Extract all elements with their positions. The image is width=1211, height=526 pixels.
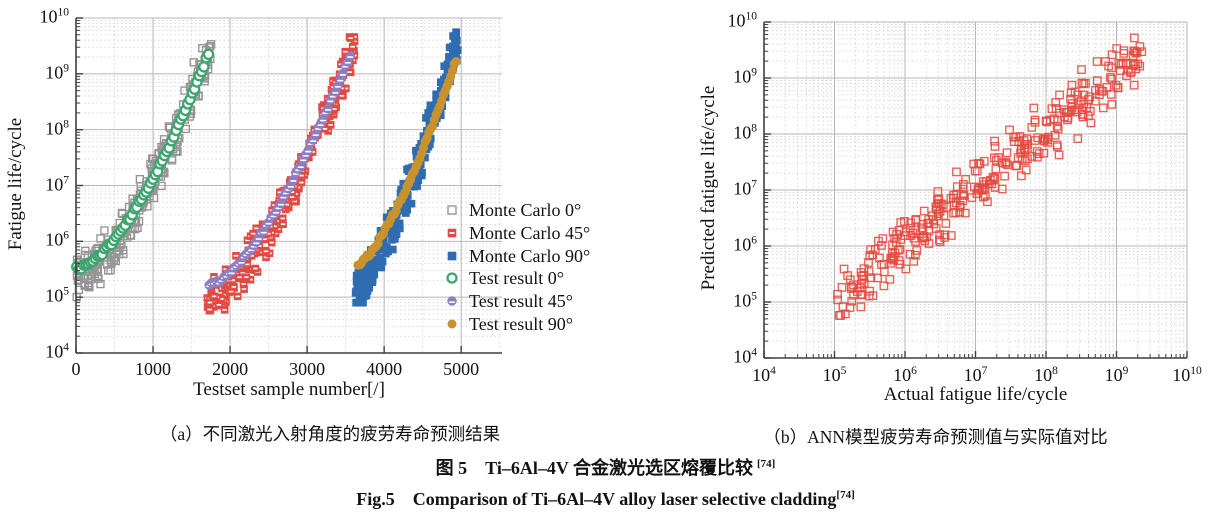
x-tick-label: 4000 <box>366 359 403 379</box>
legend-item: Monte Carlo 90° <box>444 244 590 267</box>
legend-marker-icon <box>447 205 457 216</box>
legend-label: Test result 90° <box>469 313 573 334</box>
x-tick-label: 5000 <box>443 359 480 379</box>
plot-canvas <box>763 21 1188 359</box>
y-tick-label: 106 <box>733 234 757 255</box>
x-tick-label: 108 <box>1034 365 1058 385</box>
y-tick-label: 109 <box>733 66 757 87</box>
x-axis-title: Testset sample number[/] <box>193 379 385 400</box>
y-tick-label: 104 <box>45 341 69 362</box>
x-tick-label: 104 <box>752 365 776 385</box>
x-tick-label: 106 <box>893 365 917 385</box>
legend-item: Monte Carlo 0° <box>444 199 590 222</box>
legend-marker-icon <box>447 228 457 238</box>
x-tick-label: 2000 <box>212 359 249 379</box>
x-tick-label: 0 <box>71 359 81 379</box>
legend-label: Monte Carlo 90° <box>469 245 591 266</box>
y-tick-label: 106 <box>45 229 69 250</box>
legend-marker-icon <box>446 272 458 285</box>
legend-label: Monte Carlo 0° <box>469 200 582 221</box>
plot-canvas <box>71 17 502 354</box>
y-tick-label: 108 <box>733 122 757 143</box>
chart-panel-a: Fatigue life/cycle Testset sample number… <box>0 0 660 452</box>
legend-label: Monte Carlo 45° <box>469 223 591 244</box>
legend-marker-icon <box>447 251 457 261</box>
y-tick-label: 105 <box>733 290 757 311</box>
x-tick-label: 109 <box>1104 365 1129 385</box>
x-tick-label: 105 <box>822 365 847 385</box>
chart-panel-b: Predicted fatigue life/cycle Actual fati… <box>698 0 1211 452</box>
legend-item: Test result 0° <box>444 267 590 290</box>
legend-marker-icon <box>447 319 457 329</box>
legend-label: Test result 0° <box>469 268 564 289</box>
legend-marker-icon <box>447 296 457 306</box>
legend-item: Test result 90° <box>444 312 590 335</box>
legend: Monte Carlo 0° Monte Carlo 45° Monte Carlo… <box>444 199 590 335</box>
y-tick-label: 105 <box>45 285 69 306</box>
x-tick-label: 1000 <box>135 359 172 379</box>
y-tick-label: 108 <box>45 118 69 139</box>
legend-item: Monte Carlo 45° <box>444 222 590 245</box>
figure-caption-cn: 图 5 Ti–6Al–4V 合金激光选区熔覆比较 [74] <box>0 456 1211 480</box>
y-tick-label: 109 <box>45 62 69 83</box>
legend-item: Test result 45° <box>444 290 590 313</box>
x-tick-label: 3000 <box>289 359 326 379</box>
panel-caption-a: （a）不同激光入射角度的疲劳寿命预测结果 <box>159 424 501 444</box>
y-tick-label: 1010 <box>727 10 758 31</box>
reference-superscript: [74] <box>836 489 855 501</box>
y-tick-label: 104 <box>733 346 757 367</box>
y-tick-label: 1010 <box>39 6 70 27</box>
y-tick-label: 107 <box>733 178 757 199</box>
figure-caption-cn-text: 图 5 Ti–6Al–4V 合金激光选区熔覆比较 <box>435 458 754 478</box>
panel-caption-b: （b）ANN模型疲劳寿命预测值与实际值对比 <box>763 427 1108 447</box>
figure-caption-en: Fig.5 Comparison of Ti–6Al–4V alloy lase… <box>0 487 1211 511</box>
reference-superscript: [74] <box>757 458 776 470</box>
x-tick-label: 1010 <box>1172 365 1202 385</box>
x-tick-label: 107 <box>963 365 988 385</box>
legend-label: Test result 45° <box>469 291 573 312</box>
x-axis-title: Actual fatigue life/cycle <box>883 384 1068 405</box>
figure-caption-en-text: Fig.5 Comparison of Ti–6Al–4V alloy lase… <box>356 489 837 509</box>
y-tick-label: 107 <box>45 174 69 195</box>
